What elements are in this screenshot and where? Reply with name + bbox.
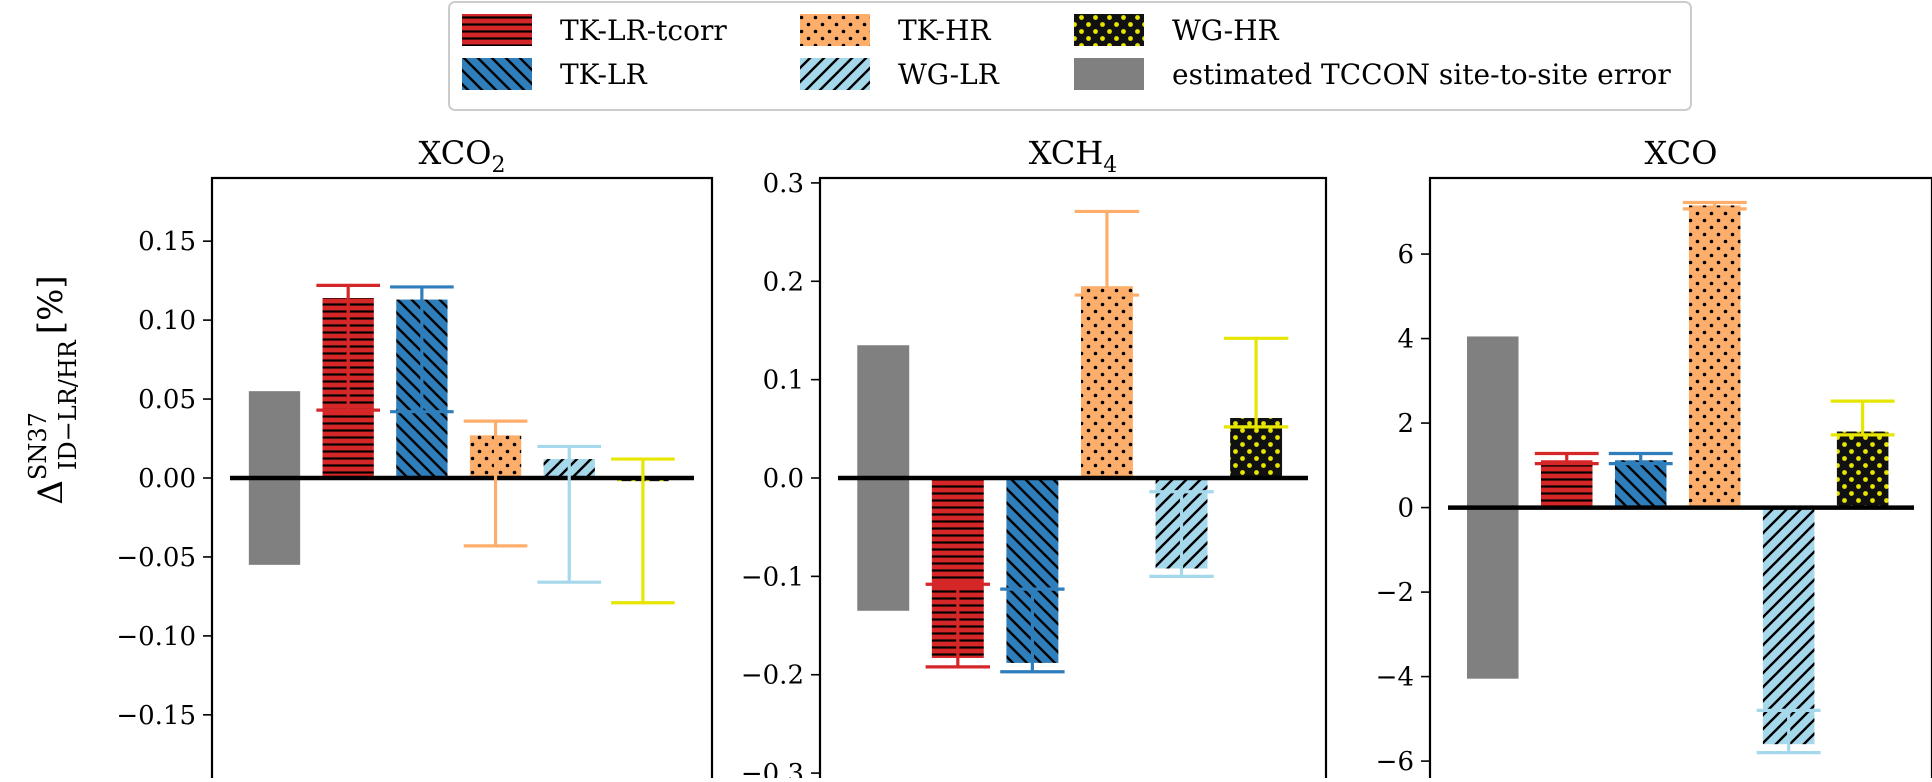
panel-title-3: XCO [1645,134,1718,172]
errorbar-wg_lr-2 [1149,490,1214,578]
panel-title-subscript-1: 2 [491,153,505,178]
y-tick-label-3-0: −6 [1376,747,1414,777]
legend-swatch-wg_lr [800,58,870,90]
panel-title-2: XCH4 [1029,134,1118,178]
errorbar-tk_lr-1 [390,285,454,414]
y-tick-label-2-6: 0.3 [763,169,804,199]
axes-frame-2 [818,176,1328,782]
errorbar-tk_lr_tcorr-1 [316,283,380,412]
bar-tk_hr-2 [1080,286,1133,478]
legend-item-tk_lr_tcorr: TK-LR-tcorr [462,14,727,47]
errorbar-tk_lr_tcorr-2 [925,582,991,669]
y-tick-label-2-4: 0.1 [763,366,804,396]
panels: XCO2−0.15−0.10−0.050.000.050.100.15XCH4−… [116,134,1932,782]
legend-label-wg_hr: WG-HR [1172,14,1280,47]
ylabel-superscript: SN37 [24,412,52,480]
y-tick-label-1-6: 0.15 [138,227,196,257]
ylabel-subscript: ID−LR/HR [54,339,82,470]
y-tick-label-3-2: −2 [1376,578,1414,608]
legend-label-tk_lr: TK-LR [560,58,648,91]
errorbar-wg_hr-3 [1830,399,1895,437]
y-tick-label-1-2: −0.05 [116,543,196,573]
errorbar-tk_hr-1 [463,419,528,548]
ylabel-symbol: Δ [31,480,71,505]
bar-tk_hr-3 [1688,205,1741,508]
errorbar-tk_lr-2 [1000,587,1065,674]
y-tick-label-2-1: −0.2 [741,661,804,691]
chart-panel-2: XCH4 −0.3 −0.2 −0.1 0.0 0.1 0.2 0.3 [741,134,1328,782]
legend-label-tk_hr: TK-HR [898,14,991,47]
y-tick-label-2-3: 0.0 [763,464,804,494]
y-tick-label-3-4: 2 [1397,409,1414,439]
legend-item-tk_hr: TK-HR [800,14,991,47]
bar-tk_lr-3 [1614,460,1667,508]
y-tick-label-1-1: −0.10 [116,622,196,652]
legend-label-tk_lr_tcorr: TK-LR-tcorr [560,14,727,47]
legend-label-wg_lr: WG-LR [898,58,1000,91]
errorbar-tk_hr-3 [1682,200,1747,211]
legend-swatch-tk_lr_tcorr [462,14,532,46]
chart-panel-1: XCO2 −0.15 −0.10 −0.05 0.00 0.05 0.10 0.15 [116,134,714,782]
legend-item-wg_lr: WG-LR [800,58,1000,91]
bar-wg_hr-3 [1836,431,1889,508]
y-tick-label-2-5: 0.2 [763,267,804,297]
panel-title-1: XCO2 [419,134,506,178]
y-tick-label-2-2: −0.1 [741,562,804,592]
y-tick-label-1-3: 0.00 [138,464,196,494]
errorbar-wg_hr-1 [611,457,675,605]
legend: TK-LR-tcorr TK-LR TK-HR WG-LR WG-HR estimated… [448,1,1692,111]
legend-swatch-tk_lr [462,58,532,90]
ylabel-unit: [%] [31,275,71,334]
y-tick-label-1-5: 0.10 [138,306,196,336]
errorbar-wg_lr-1 [537,444,602,584]
y-tick-label-1-0: −0.15 [116,701,196,731]
errorbar-wg_hr-2 [1223,336,1289,429]
y-tick-label-3-3: 0 [1397,494,1414,524]
axes-frame-3 [1428,176,1932,782]
axes-frame-1 [210,176,714,782]
y-tick-label-1-4: 0.05 [138,385,196,415]
legend-item-wg_hr: WG-HR [1074,14,1280,47]
legend-item-tccon: estimated TCCON site-to-site error [1074,58,1671,91]
legend-item-tk_lr: TK-LR [462,58,648,91]
y-tick-label-2-0: −0.3 [741,759,804,778]
legend-swatch-tk_hr [800,14,870,46]
panel-title-subscript-2: 4 [1103,153,1117,178]
legend-label-tccon: estimated TCCON site-to-site error [1172,58,1671,91]
y-axis-label: ΔSN37ID−LR/HR [%] [24,275,82,504]
legend-frame [448,1,1692,111]
errorbar-tk_lr_tcorr-3 [1534,451,1599,466]
y-tick-label-3-5: 4 [1397,325,1414,355]
legend-swatch-wg_hr [1074,14,1144,46]
y-axis-label-text: ΔSN37ID−LR/HR [%] [24,275,82,504]
bar-wg_lr-3 [1762,507,1815,745]
chart-panel-3: XCO −6 −4 −2 0 2 4 6 [1376,134,1932,782]
bar-tk_lr_tcorr-3 [1540,460,1593,508]
errorbar-tk_lr-3 [1608,451,1673,466]
errorbar-wg_lr-3 [1756,708,1821,755]
y-tick-label-3-6: 6 [1397,240,1414,270]
y-tick-label-3-1: −4 [1376,663,1414,693]
legend-swatch-tccon [1074,58,1144,90]
errorbar-tk_hr-2 [1074,209,1140,297]
